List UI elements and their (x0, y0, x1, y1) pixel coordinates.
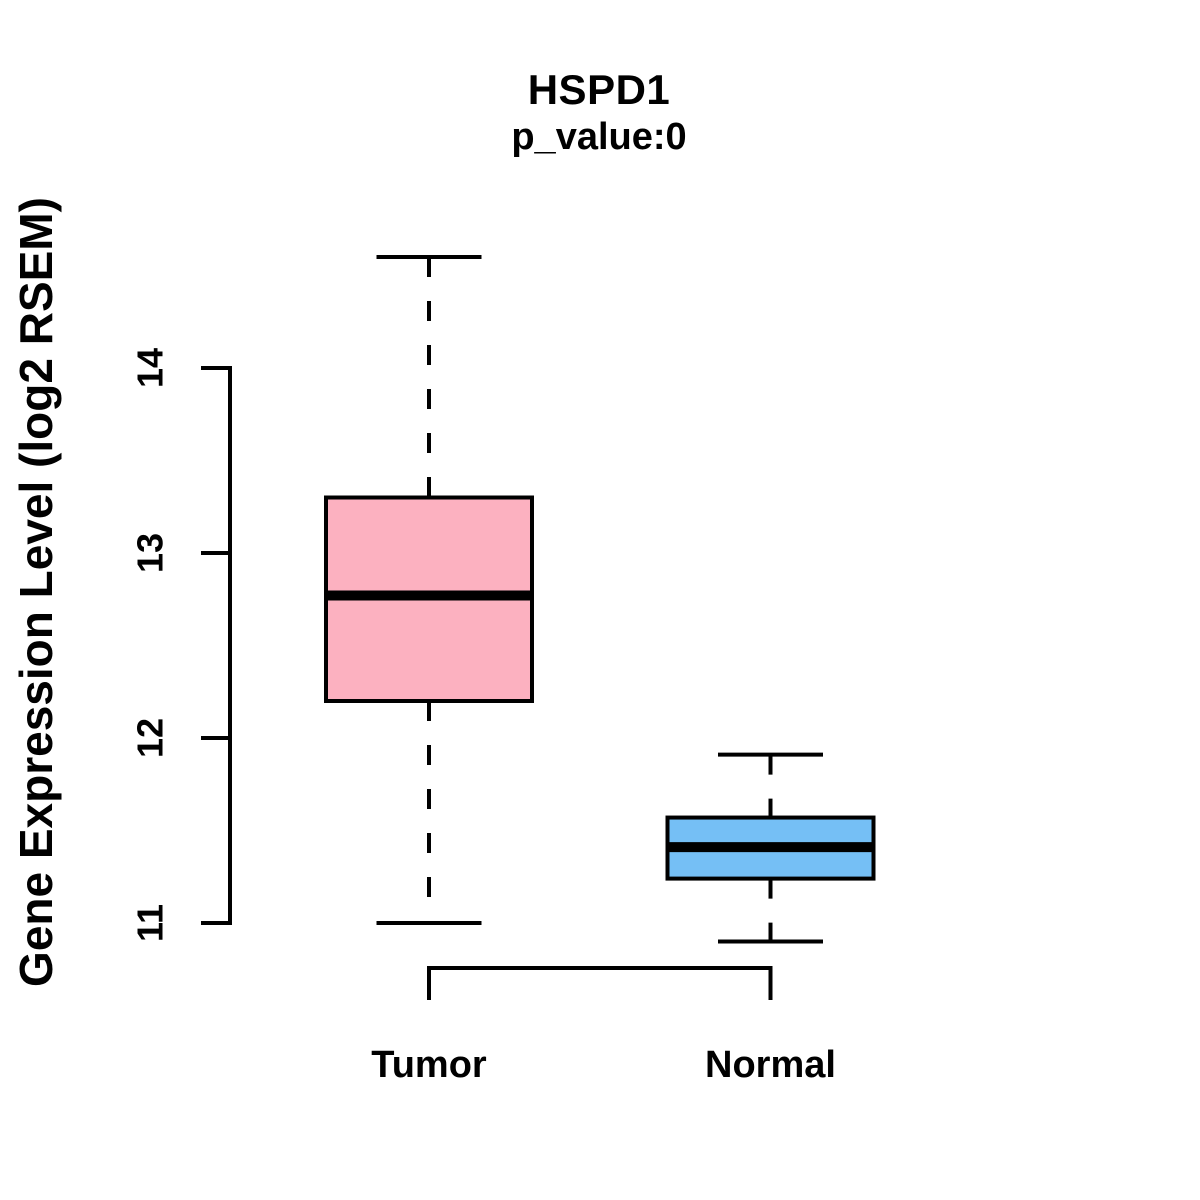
category-label-normal: Normal (705, 1044, 836, 1086)
chart-title: HSPD1 (527, 66, 671, 113)
y-tick-label: 14 (130, 348, 171, 388)
y-tick-label: 13 (130, 533, 171, 573)
y-tick-label: 11 (130, 904, 171, 942)
y-tick-label: 12 (130, 718, 171, 758)
category-label-tumor: Tumor (371, 1044, 487, 1086)
chart-subtitle: p_value:0 (511, 116, 687, 158)
